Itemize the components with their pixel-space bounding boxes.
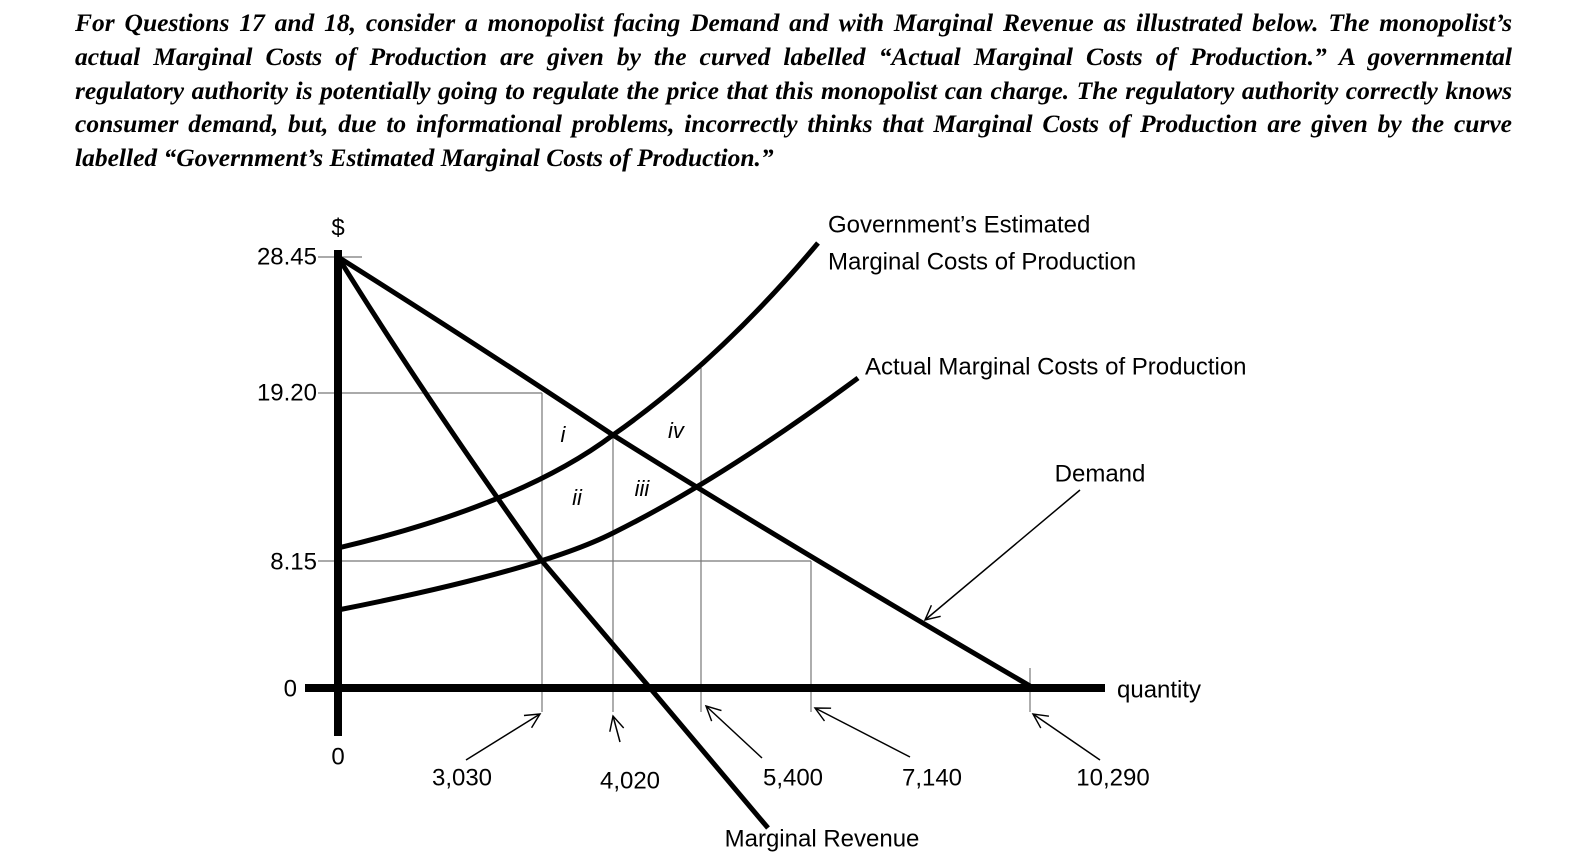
government-mc-curve [337, 241, 820, 551]
arrow [1031, 713, 1101, 761]
region-label: ii [572, 485, 583, 510]
arrow [813, 707, 911, 758]
curve-label: Actual Marginal Costs of Production [865, 353, 1247, 380]
demand-curve [336, 254, 1032, 689]
x-tick-label: 5,400 [763, 764, 823, 791]
arrow [704, 704, 763, 759]
region-label: iii [635, 476, 651, 501]
origin-label: 0 [331, 743, 344, 770]
arrow [609, 714, 625, 743]
curve-label: Government’s Estimated [828, 211, 1090, 238]
actual-mc-curve [337, 375, 860, 613]
x-tick-label: 10,290 [1076, 764, 1149, 791]
region-label: i [561, 422, 567, 447]
x-tick-label: 3,030 [432, 764, 492, 791]
y-tick-label: 8.15 [270, 548, 317, 575]
y-tick-label: 0 [284, 675, 297, 702]
curve-label: Marginal Revenue [725, 825, 920, 852]
x-axis-label: quantity [1117, 676, 1201, 703]
region-label: iv [668, 418, 686, 443]
curve-label: Demand [1055, 460, 1146, 487]
y-tick-label: 19.20 [257, 379, 317, 406]
question-text: For Questions 17 and 18, consider a mono… [75, 8, 1512, 173]
x-tick-label: 4,020 [600, 767, 660, 794]
marginal-revenue-curve [335, 255, 770, 830]
y-tick-label: 28.45 [257, 243, 317, 270]
curve-label: Marginal Costs of Production [828, 248, 1136, 275]
x-tick-label: 7,140 [902, 764, 962, 791]
arrow [923, 489, 1081, 622]
y-axis-label: $ [331, 214, 344, 241]
arrow [465, 713, 542, 761]
